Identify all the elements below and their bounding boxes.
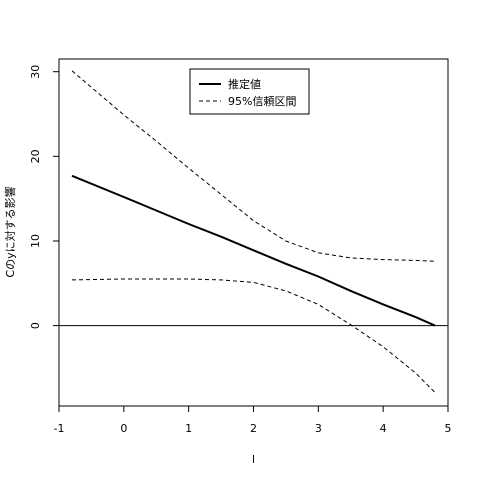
x-tick-label: 3 [315,422,322,435]
x-tick-label: 0 [120,422,127,435]
estimate-line [71,174,436,327]
x-tick-label: 1 [185,422,192,435]
y-tick-label: 30 [29,65,42,79]
legend: 推定値 95%信頼区間 [189,68,310,115]
y-axis: 0 10 20 30 [29,65,60,329]
legend-box [189,68,310,115]
ci-upper-line [71,70,436,262]
ci-lower-line [71,278,436,393]
y-tick-label: 10 [29,234,42,248]
y-tick-label: 20 [29,149,42,163]
y-tick-label: 0 [29,322,42,329]
x-axis: -1 0 1 2 3 4 5 [54,405,452,435]
x-tick-label: 2 [250,422,257,435]
x-axis-label: l [252,453,255,466]
legend-label: 95%信頼区間 [228,95,296,108]
legend-label: 推定値 [228,77,261,91]
x-tick-label: 5 [445,422,452,435]
series-layer [59,70,448,393]
y-axis-label: Cのyに対する影響 [3,186,17,277]
x-tick-label: -1 [54,422,65,435]
x-tick-label: 4 [380,422,387,435]
